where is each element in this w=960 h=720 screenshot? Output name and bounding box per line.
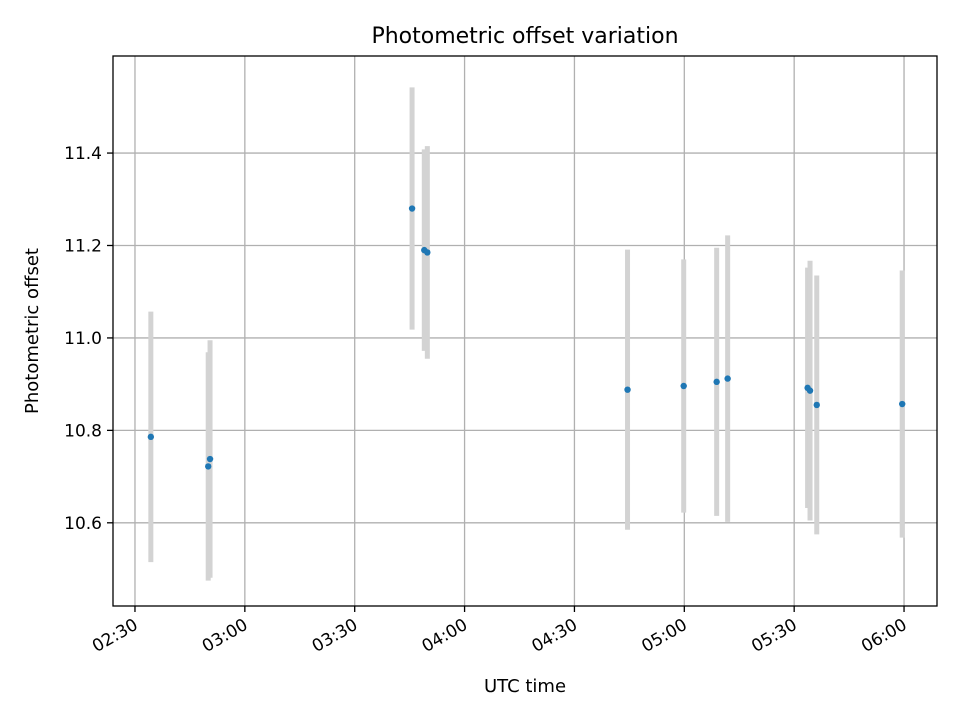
x-tick-label: 05:00: [638, 615, 690, 657]
data-point: [680, 382, 687, 390]
plot-frame: [112, 55, 938, 607]
point-layer: [147, 205, 906, 470]
data-point: [408, 205, 416, 212]
data-point: [806, 387, 814, 394]
data-point: [205, 463, 212, 470]
data-point: [147, 433, 155, 441]
data-point: [713, 378, 720, 386]
data-point: [624, 386, 631, 393]
data-point: [724, 375, 731, 382]
data-point: [899, 400, 906, 408]
y-tick-label: 11.2: [64, 236, 102, 256]
data-point: [813, 401, 820, 409]
x-tick-label: 02:30: [89, 615, 141, 657]
chart-title: Photometric offset variation: [371, 24, 678, 49]
x-tick-label: 04:30: [529, 615, 581, 657]
y-tick-label: 10.8: [64, 421, 102, 441]
tick-layer: 02:30 03:00 03:30 04:00 04:30 05:00 05:30 06:00…: [64, 144, 910, 657]
y-tick-label: 11.0: [64, 329, 102, 349]
grid-layer: [113, 56, 937, 606]
x-tick-label: 06:00: [858, 615, 910, 657]
y-tick-label: 10.6: [64, 514, 102, 534]
y-tick-label: 11.4: [64, 144, 102, 164]
x-tick-label: 05:30: [748, 615, 800, 657]
x-tick-label: 04:00: [419, 615, 471, 657]
x-tick-label: 03:30: [309, 615, 361, 657]
y-axis-label: Photometric offset: [22, 248, 43, 414]
x-axis-label: UTC time: [484, 676, 566, 697]
data-point: [424, 249, 431, 256]
x-tick-label: 03:00: [199, 615, 251, 657]
errorbar-layer: [148, 87, 905, 581]
data-point: [206, 455, 214, 463]
